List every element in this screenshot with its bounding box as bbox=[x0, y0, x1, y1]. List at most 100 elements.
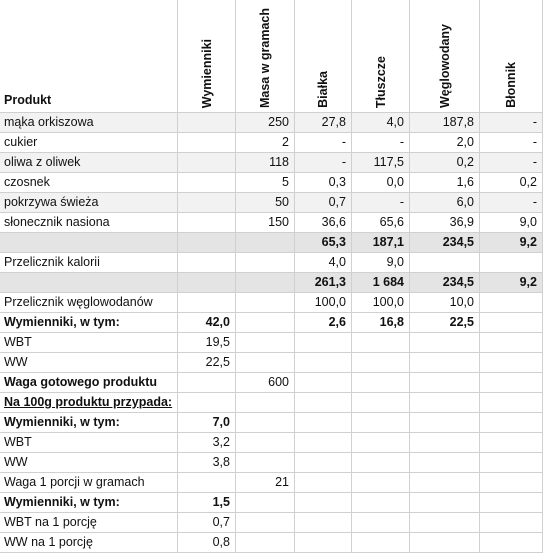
cell bbox=[410, 413, 480, 433]
cell: Wymienniki, w tym: bbox=[0, 493, 178, 513]
cell bbox=[236, 293, 295, 313]
cell bbox=[480, 453, 543, 473]
cell: 9,2 bbox=[480, 273, 543, 293]
cell bbox=[352, 413, 410, 433]
cell bbox=[236, 253, 295, 273]
cell: Wymienniki, w tym: bbox=[0, 313, 178, 333]
cell bbox=[295, 433, 352, 453]
cell bbox=[410, 373, 480, 393]
cell: - bbox=[352, 133, 410, 153]
cell bbox=[295, 533, 352, 553]
cell bbox=[480, 293, 543, 313]
cell: 0,2 bbox=[410, 153, 480, 173]
cell bbox=[178, 113, 236, 133]
cell: 250 bbox=[236, 113, 295, 133]
cell: 6,0 bbox=[410, 193, 480, 213]
cell bbox=[295, 373, 352, 393]
cell: 1,6 bbox=[410, 173, 480, 193]
header-cell: Masa w gramach bbox=[236, 0, 295, 113]
cell: 0,7 bbox=[178, 513, 236, 533]
cell bbox=[236, 453, 295, 473]
cell bbox=[236, 493, 295, 513]
cell bbox=[410, 333, 480, 353]
cell bbox=[480, 433, 543, 453]
cell bbox=[236, 533, 295, 553]
cell: 22,5 bbox=[178, 353, 236, 373]
cell: Wymienniki, w tym: bbox=[0, 413, 178, 433]
cell bbox=[352, 473, 410, 493]
cell: pokrzywa świeża bbox=[0, 193, 178, 213]
cell: Przelicznik węglowodanów bbox=[0, 293, 178, 313]
header-text: Produkt bbox=[4, 93, 52, 107]
cell bbox=[178, 473, 236, 493]
cell: 187,1 bbox=[352, 233, 410, 253]
cell: WBT na 1 porcję bbox=[0, 513, 178, 533]
cell: 0,2 bbox=[480, 173, 543, 193]
cell: Waga gotowego produktu bbox=[0, 373, 178, 393]
header-cell: Wymienniki bbox=[178, 0, 236, 113]
header-text: Białka bbox=[316, 71, 330, 108]
header-text: Błonnik bbox=[504, 62, 518, 108]
cell bbox=[236, 393, 295, 413]
cell: 3,8 bbox=[178, 453, 236, 473]
cell bbox=[480, 513, 543, 533]
header-text: Tłuszcze bbox=[373, 55, 388, 108]
cell bbox=[352, 533, 410, 553]
cell: 0,0 bbox=[352, 173, 410, 193]
cell: 4,0 bbox=[352, 113, 410, 133]
cell: 36,6 bbox=[295, 213, 352, 233]
cell: 5 bbox=[236, 173, 295, 193]
cell bbox=[410, 513, 480, 533]
cell: 150 bbox=[236, 213, 295, 233]
cell bbox=[178, 273, 236, 293]
header-cell: Błonnik bbox=[480, 0, 543, 113]
cell bbox=[236, 433, 295, 453]
cell bbox=[178, 233, 236, 253]
cell: 10,0 bbox=[410, 293, 480, 313]
cell: 27,8 bbox=[295, 113, 352, 133]
cell bbox=[178, 293, 236, 313]
cell: 4,0 bbox=[295, 253, 352, 273]
cell: 0,7 bbox=[295, 193, 352, 213]
cell: 187,8 bbox=[410, 113, 480, 133]
cell bbox=[236, 353, 295, 373]
cell bbox=[178, 153, 236, 173]
header-cell: Węglowodany bbox=[410, 0, 480, 113]
cell bbox=[352, 353, 410, 373]
cell bbox=[178, 393, 236, 413]
cell: WBT bbox=[0, 333, 178, 353]
cell: 600 bbox=[236, 373, 295, 393]
cell: 21 bbox=[236, 473, 295, 493]
cell: 0,3 bbox=[295, 173, 352, 193]
cell bbox=[352, 333, 410, 353]
cell: 261,3 bbox=[295, 273, 352, 293]
cell bbox=[352, 373, 410, 393]
cell: 117,5 bbox=[352, 153, 410, 173]
cell: WBT bbox=[0, 433, 178, 453]
cell bbox=[480, 373, 543, 393]
cell bbox=[352, 453, 410, 473]
cell: 7,0 bbox=[178, 413, 236, 433]
cell: 19,5 bbox=[178, 333, 236, 353]
cell: WW na 1 porcję bbox=[0, 533, 178, 553]
cell: 2,6 bbox=[295, 313, 352, 333]
cell: 36,9 bbox=[410, 213, 480, 233]
cell bbox=[410, 253, 480, 273]
cell bbox=[236, 333, 295, 353]
cell: 100,0 bbox=[352, 293, 410, 313]
cell bbox=[410, 453, 480, 473]
cell: - bbox=[480, 193, 543, 213]
cell bbox=[480, 393, 543, 413]
cell: - bbox=[480, 133, 543, 153]
cell: WW bbox=[0, 353, 178, 373]
cell bbox=[352, 513, 410, 533]
cell bbox=[295, 333, 352, 353]
cell: 16,8 bbox=[352, 313, 410, 333]
header-cell: Tłuszcze bbox=[352, 0, 410, 113]
cell bbox=[178, 213, 236, 233]
cell bbox=[410, 353, 480, 373]
cell bbox=[295, 513, 352, 533]
cell bbox=[295, 453, 352, 473]
cell: 3,2 bbox=[178, 433, 236, 453]
cell: 2,0 bbox=[410, 133, 480, 153]
